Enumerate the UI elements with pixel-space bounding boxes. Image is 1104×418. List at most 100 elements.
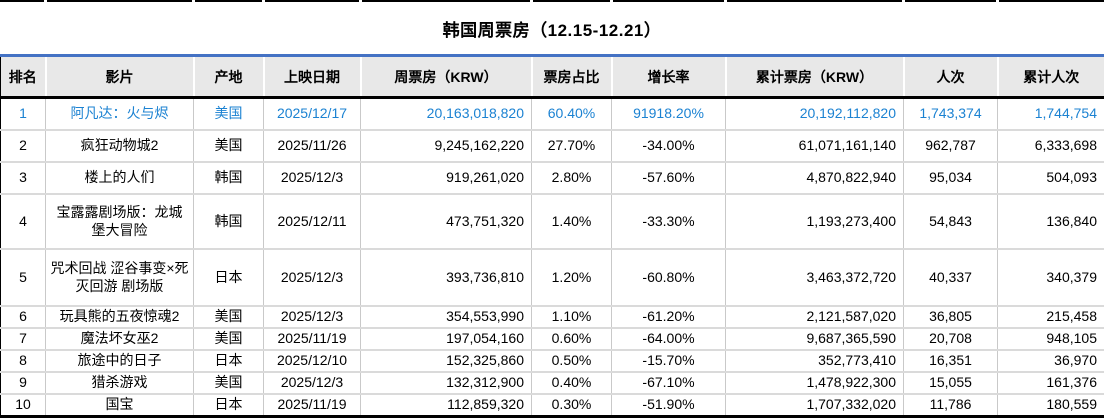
weekly-gross-cell: 20,163,018,820 <box>361 98 532 131</box>
film-cell[interactable]: 楼上的人们 <box>46 162 194 194</box>
cumulative-admissions-cell: 340,379 <box>998 249 1104 306</box>
column-notch <box>262 0 265 2</box>
col-header-release-date: 上映日期 <box>264 57 361 98</box>
release-date-cell: 2025/12/3 <box>264 162 361 194</box>
column-notch <box>44 0 47 2</box>
table-row: 4 宝露露剧场版：龙城堡大冒险 韩国 2025/12/11 473,751,32… <box>1 194 1104 249</box>
growth-cell: -51.90% <box>612 394 726 417</box>
weekly-gross-cell: 197,054,160 <box>361 328 532 350</box>
table-row: 9 猎杀游戏 美国 2025/12/3 132,312,900 0.40% -6… <box>1 372 1104 394</box>
origin-cell: 美国 <box>194 98 264 131</box>
table-row: 8 旅途中的日子 日本 2025/12/10 152,325,860 0.50%… <box>1 350 1104 372</box>
col-header-origin: 产地 <box>194 57 264 98</box>
share-cell: 1.40% <box>532 194 612 249</box>
page-title: 韩国周票房（12.15-12.21） <box>443 16 662 41</box>
cumulative-gross-cell: 1,193,273,400 <box>726 194 904 249</box>
film-cell[interactable]: 旅途中的日子 <box>46 350 194 372</box>
release-date-cell: 2025/11/26 <box>264 130 361 162</box>
column-notch <box>902 0 905 2</box>
rank-cell: 9 <box>1 372 46 394</box>
rank-cell: 8 <box>1 350 46 372</box>
share-cell: 0.40% <box>532 372 612 394</box>
cumulative-gross-cell: 352,773,410 <box>726 350 904 372</box>
release-date-cell: 2025/12/3 <box>264 249 361 306</box>
film-cell[interactable]: 猎杀游戏 <box>46 372 194 394</box>
cumulative-admissions-cell: 215,458 <box>998 306 1104 328</box>
cumulative-gross-cell: 20,192,112,820 <box>726 98 904 131</box>
weekly-gross-cell: 393,736,810 <box>361 249 532 306</box>
table-row: 7 魔法坏女巫2 美国 2025/11/19 197,054,160 0.60%… <box>1 328 1104 350</box>
rank-cell: 4 <box>1 194 46 249</box>
growth-cell: -15.70% <box>612 350 726 372</box>
column-notch <box>192 0 195 2</box>
cumulative-gross-cell: 1,478,922,300 <box>726 372 904 394</box>
col-header-weekly-gross: 周票房（KRW） <box>361 57 532 98</box>
film-cell[interactable]: 魔法坏女巫2 <box>46 328 194 350</box>
release-date-cell: 2025/12/10 <box>264 350 361 372</box>
column-notch <box>530 0 533 2</box>
weekly-gross-cell: 132,312,900 <box>361 372 532 394</box>
origin-cell: 日本 <box>194 350 264 372</box>
film-cell[interactable]: 宝露露剧场版：龙城堡大冒险 <box>46 194 194 249</box>
share-cell: 0.60% <box>532 328 612 350</box>
cumulative-gross-cell: 61,071,161,140 <box>726 130 904 162</box>
cumulative-admissions-cell: 136,840 <box>998 194 1104 249</box>
weekly-gross-cell: 919,261,020 <box>361 162 532 194</box>
rank-cell: 10 <box>1 394 46 417</box>
origin-cell: 美国 <box>194 130 264 162</box>
share-cell: 1.10% <box>532 306 612 328</box>
col-header-growth: 增长率 <box>612 57 726 98</box>
cumulative-admissions-cell: 504,093 <box>998 162 1104 194</box>
weekly-gross-cell: 9,245,162,220 <box>361 130 532 162</box>
column-notch <box>610 0 613 2</box>
growth-cell: -67.10% <box>612 372 726 394</box>
admissions-cell: 40,337 <box>904 249 998 306</box>
growth-cell: -34.00% <box>612 130 726 162</box>
release-date-cell: 2025/11/19 <box>264 328 361 350</box>
col-header-rank: 排名 <box>1 57 46 98</box>
table-row: 10 国宝 日本 2025/11/19 112,859,320 0.30% -5… <box>1 394 1104 417</box>
share-cell: 60.40% <box>532 98 612 131</box>
release-date-cell: 2025/12/3 <box>264 306 361 328</box>
cumulative-admissions-cell: 161,376 <box>998 372 1104 394</box>
growth-cell: -33.30% <box>612 194 726 249</box>
admissions-cell: 962,787 <box>904 130 998 162</box>
film-cell[interactable]: 国宝 <box>46 394 194 417</box>
release-date-cell: 2025/12/11 <box>264 194 361 249</box>
film-cell[interactable]: 咒术回战 涩谷事变×死灭回游 剧场版 <box>46 249 194 306</box>
film-cell[interactable]: 疯狂动物城2 <box>46 130 194 162</box>
admissions-cell: 36,805 <box>904 306 998 328</box>
origin-cell: 日本 <box>194 249 264 306</box>
col-header-share: 票房占比 <box>532 57 612 98</box>
col-header-cumulative-gross: 累计票房（KRW） <box>726 57 904 98</box>
origin-cell: 美国 <box>194 306 264 328</box>
column-notch <box>724 0 727 2</box>
col-header-film: 影片 <box>46 57 194 98</box>
header-row: 排名 影片 产地 上映日期 周票房（KRW） 票房占比 增长率 累计票房（KRW… <box>1 57 1104 98</box>
weekly-gross-cell: 354,553,990 <box>361 306 532 328</box>
release-date-cell: 2025/12/3 <box>264 372 361 394</box>
cumulative-gross-cell: 1,707,332,020 <box>726 394 904 417</box>
film-cell[interactable]: 阿凡达：火与烬 <box>46 98 194 131</box>
growth-cell: -60.80% <box>612 249 726 306</box>
rank-cell: 5 <box>1 249 46 306</box>
admissions-cell: 54,843 <box>904 194 998 249</box>
rank-cell: 7 <box>1 328 46 350</box>
col-header-cumulative-admissions: 累计人次 <box>998 57 1104 98</box>
growth-cell: 91918.20% <box>612 98 726 131</box>
cumulative-admissions-cell: 36,970 <box>998 350 1104 372</box>
cumulative-admissions-cell: 180,559 <box>998 394 1104 417</box>
cumulative-gross-cell: 9,687,365,590 <box>726 328 904 350</box>
release-date-cell: 2025/12/17 <box>264 98 361 131</box>
table-row: 5 咒术回战 涩谷事变×死灭回游 剧场版 日本 2025/12/3 393,73… <box>1 249 1104 306</box>
cumulative-gross-cell: 2,121,587,020 <box>726 306 904 328</box>
film-cell[interactable]: 玩具熊的五夜惊魂2 <box>46 306 194 328</box>
cumulative-admissions-cell: 948,105 <box>998 328 1104 350</box>
admissions-cell: 11,786 <box>904 394 998 417</box>
column-notch <box>359 0 362 2</box>
table-row: 2 疯狂动物城2 美国 2025/11/26 9,245,162,220 27.… <box>1 130 1104 162</box>
table-row: 1 阿凡达：火与烬 美国 2025/12/17 20,163,018,820 6… <box>1 98 1104 131</box>
rank-cell: 2 <box>1 130 46 162</box>
growth-cell: -57.60% <box>612 162 726 194</box>
